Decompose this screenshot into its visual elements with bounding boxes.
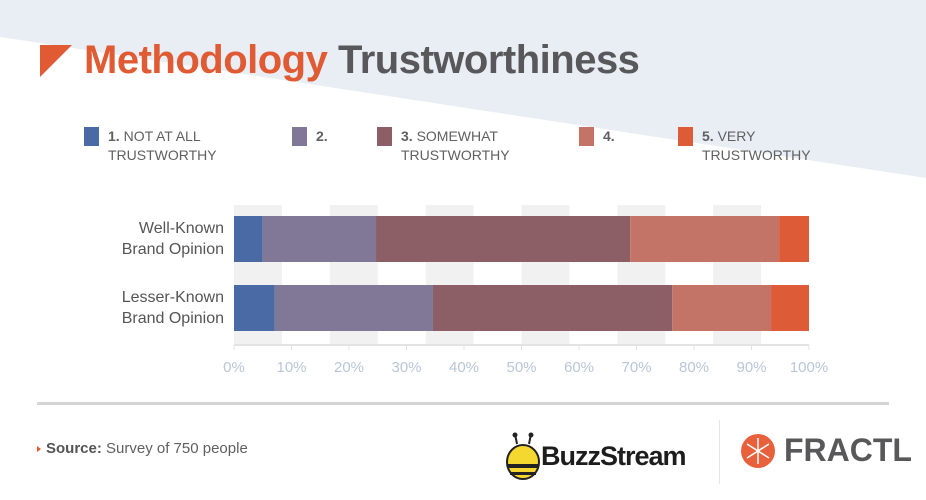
x-tick-label: 0% xyxy=(223,359,245,376)
x-tick-label: 20% xyxy=(334,359,364,376)
legend-number: 4. xyxy=(603,128,615,144)
legend-item: 2. xyxy=(292,127,328,146)
bar-segment xyxy=(771,285,809,331)
x-tick-label: 90% xyxy=(736,359,766,376)
fractl-snowflake-icon xyxy=(741,433,775,468)
legend-item: 3. SOMEWHAT TRUSTWORTHY xyxy=(377,127,510,165)
buzzstream-text: BuzzStream xyxy=(541,440,687,471)
title-part1: Methodology xyxy=(84,38,328,82)
legend-number: 2. xyxy=(316,128,328,144)
x-tick-label: 30% xyxy=(391,359,421,376)
x-tick-label: 50% xyxy=(506,359,536,376)
x-tick-label: 60% xyxy=(564,359,594,376)
row-label-lesser-known: Lesser-Known Brand Opinion xyxy=(121,289,224,327)
page-title: Methodology Trustworthiness xyxy=(84,38,640,83)
x-tick-label: 40% xyxy=(449,359,479,376)
bar-segment xyxy=(432,285,673,331)
bar-segment xyxy=(274,285,433,331)
source-label: Source: xyxy=(46,440,102,457)
title-part2: Trustworthiness xyxy=(337,38,640,82)
legend-text: NOT AT ALL TRUSTWORTHY xyxy=(108,128,217,163)
bar-segment xyxy=(262,216,377,262)
x-tick-label: 70% xyxy=(621,359,651,376)
bar-segment xyxy=(672,285,772,331)
divider xyxy=(37,402,889,405)
source-note: Source: Survey of 750 people xyxy=(37,440,248,457)
bar-segment xyxy=(630,216,780,262)
legend-swatch xyxy=(678,127,693,146)
bar-segment xyxy=(376,216,631,262)
legend-number: 1. xyxy=(108,128,120,144)
row-label-well-known: Well-Known Brand Opinion xyxy=(121,220,224,258)
fractl-logo: FRACTL xyxy=(740,432,912,469)
x-tick-label: 80% xyxy=(679,359,709,376)
logo-divider xyxy=(719,420,720,484)
bar-segment xyxy=(234,285,275,331)
legend-number: 5. xyxy=(702,128,714,144)
buzzstream-logo: BuzzStream xyxy=(505,432,687,480)
x-tick-label: 10% xyxy=(276,359,306,376)
bee-icon xyxy=(506,432,540,480)
bar-segment xyxy=(234,216,263,262)
legend-item: 5. VERY TRUSTWORTHY xyxy=(678,127,811,165)
legend-swatch xyxy=(579,127,594,146)
fractl-text: FRACTL xyxy=(784,432,912,468)
legend-item: 1. NOT AT ALL TRUSTWORTHY xyxy=(84,127,217,165)
chart: 0% 10% 20% 30% 40% 50% 60% 70% 80% 90% 100% xyxy=(223,205,828,376)
legend-text: SOMEWHAT TRUSTWORTHY xyxy=(401,128,510,163)
legend-text: VERY TRUSTWORTHY xyxy=(702,128,811,163)
legend-swatch xyxy=(84,127,99,146)
legend-swatch xyxy=(292,127,307,146)
bar-segment xyxy=(779,216,809,262)
legend-number: 3. xyxy=(401,128,413,144)
source-text: Survey of 750 people xyxy=(101,440,248,457)
legend-item: 4. xyxy=(579,127,615,146)
x-tick-label: 100% xyxy=(790,359,828,376)
legend-swatch xyxy=(377,127,392,146)
bullet-icon xyxy=(37,446,41,453)
